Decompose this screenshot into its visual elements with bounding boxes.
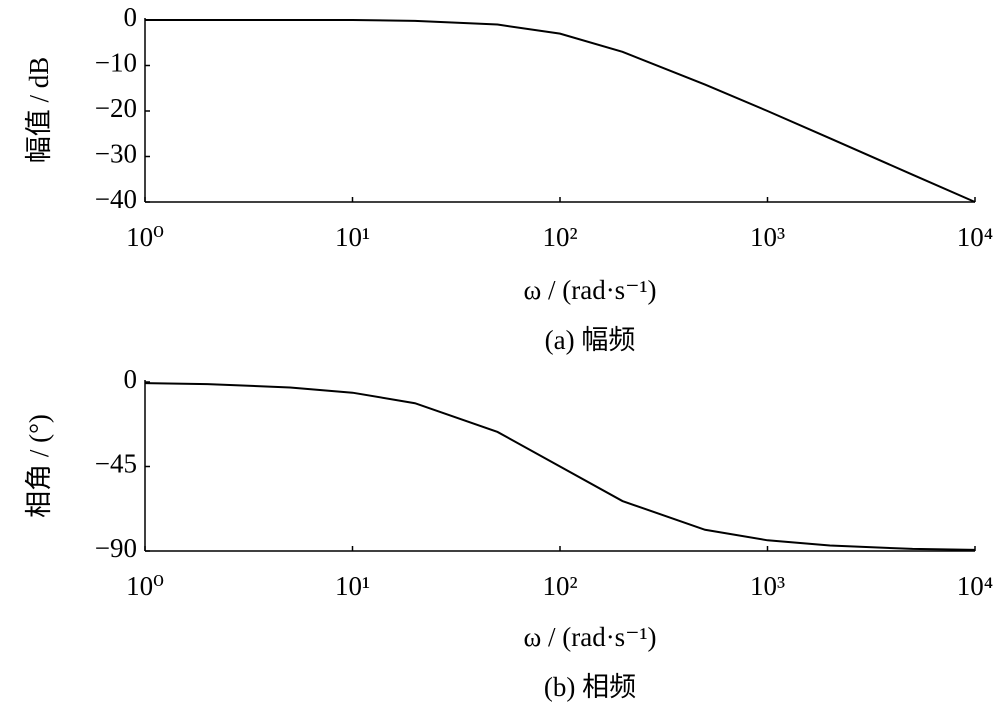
x-tick-label: 10⁰ bbox=[126, 571, 164, 601]
caption: (b) 相频 bbox=[544, 672, 636, 702]
x-axis-label: ω / (rad·s⁻¹) bbox=[523, 275, 656, 305]
x-tick-label: 10⁰ bbox=[126, 222, 164, 252]
y-tick-label: −90 bbox=[95, 533, 137, 563]
data-line bbox=[144, 382, 976, 551]
y-tick-label: −40 bbox=[95, 184, 137, 214]
x-tick-label: 10² bbox=[542, 571, 577, 601]
x-tick-label: 10³ bbox=[750, 222, 785, 252]
y-tick-label: −20 bbox=[95, 93, 137, 123]
y-tick-label: −10 bbox=[95, 48, 137, 78]
y-axis-label: 幅值 / dB bbox=[24, 57, 54, 164]
caption: (a) 幅频 bbox=[545, 325, 636, 355]
x-tick-label: 10⁴ bbox=[957, 222, 993, 252]
y-tick-label: 0 bbox=[124, 2, 138, 32]
y-tick-label: −30 bbox=[95, 139, 137, 169]
data-line bbox=[145, 19, 976, 203]
y-axis-label: 相角 / (°) bbox=[24, 414, 54, 518]
x-tick-label: 10¹ bbox=[335, 222, 370, 252]
x-tick-label: 10¹ bbox=[335, 571, 370, 601]
y-tick-label: −45 bbox=[95, 449, 137, 479]
x-tick-label: 10² bbox=[542, 222, 577, 252]
x-tick-label: 10⁴ bbox=[957, 571, 993, 601]
y-tick-label: 0 bbox=[124, 364, 138, 394]
x-axis-label: ω / (rad·s⁻¹) bbox=[523, 622, 656, 652]
x-tick-label: 10³ bbox=[750, 571, 785, 601]
